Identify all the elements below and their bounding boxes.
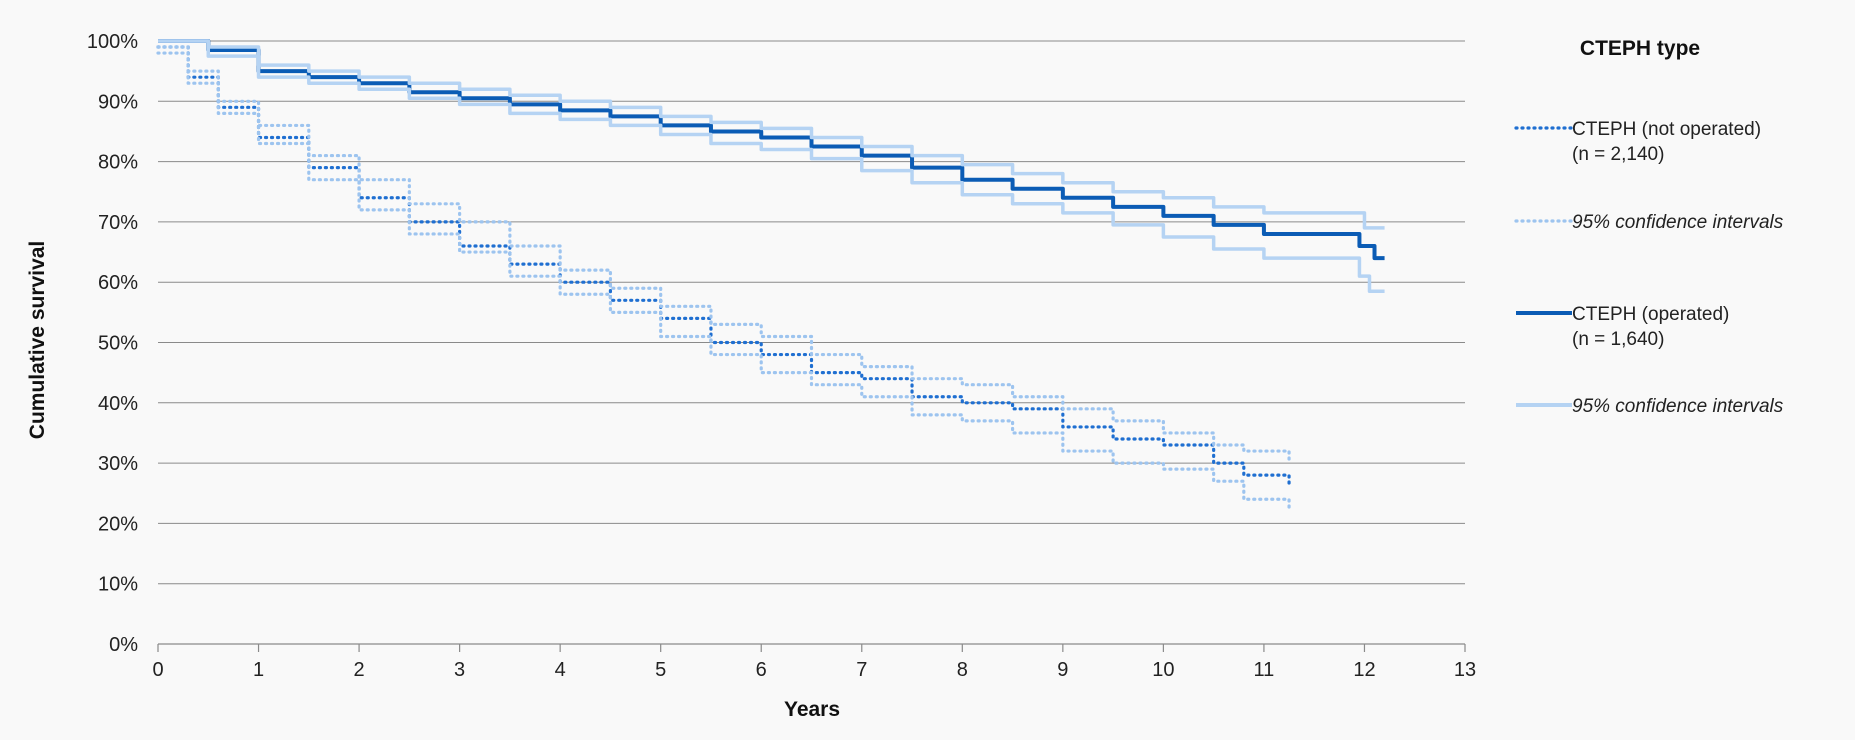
series-line-0 bbox=[156, 45, 1291, 486]
y-tick-label: 0% bbox=[109, 634, 138, 656]
legend-label-2: CTEPH (operated) bbox=[1572, 304, 1729, 325]
legend-sublabel-2: (n = 1,640) bbox=[1572, 329, 1664, 350]
x-tick-label: 5 bbox=[655, 659, 666, 681]
y-tick-label: 60% bbox=[98, 272, 138, 294]
x-tick-label: 12 bbox=[1353, 659, 1375, 681]
x-tick-label: 13 bbox=[1454, 659, 1476, 681]
x-axis bbox=[157, 643, 1466, 652]
y-tick-label: 20% bbox=[98, 513, 138, 535]
y-tick-label: 30% bbox=[98, 453, 138, 475]
series-line-5 bbox=[158, 39, 1385, 293]
y-axis-ticks: 0% 10% 20% 30% 40% 50% 60% 70% 80% 90% 100% bbox=[87, 31, 138, 656]
legend-label-0: CTEPH (not operated) bbox=[1572, 119, 1761, 140]
x-tick-label: 8 bbox=[957, 659, 968, 681]
x-tick-label: 4 bbox=[555, 659, 566, 681]
series-line-2 bbox=[156, 51, 1291, 510]
legend-title: CTEPH type bbox=[1580, 37, 1700, 60]
y-tick-label: 80% bbox=[98, 152, 138, 174]
y-tick-label: 10% bbox=[98, 574, 138, 596]
x-tick-label: 7 bbox=[856, 659, 867, 681]
x-tick-label: 3 bbox=[454, 659, 465, 681]
x-tick-label: 11 bbox=[1254, 659, 1275, 681]
legend-label-3: 95% confidence intervals bbox=[1572, 396, 1784, 417]
series-line-4 bbox=[158, 39, 1385, 230]
y-tick-label: 90% bbox=[98, 91, 138, 113]
y-tick-label: 100% bbox=[87, 31, 138, 53]
x-tick-label: 0 bbox=[152, 659, 163, 681]
y-tick-label: 40% bbox=[98, 393, 138, 415]
legend-sublabel-0: (n = 2,140) bbox=[1572, 144, 1664, 165]
x-tick-label: 10 bbox=[1152, 659, 1174, 681]
series-line-3 bbox=[158, 39, 1385, 261]
series-lines bbox=[156, 39, 1385, 510]
x-tick-label: 2 bbox=[354, 659, 365, 681]
y-axis-title: Cumulative survival bbox=[26, 241, 49, 439]
legend: CTEPH type CTEPH (not operated) (n = 2,14… bbox=[1514, 37, 1784, 417]
x-tick-label: 6 bbox=[756, 659, 767, 681]
y-tick-label: 70% bbox=[98, 212, 138, 234]
y-tick-label: 50% bbox=[98, 333, 138, 355]
legend-label-1: 95% confidence intervals bbox=[1572, 212, 1784, 233]
x-tick-label: 1 bbox=[253, 659, 264, 681]
gridlines bbox=[158, 40, 1465, 585]
x-axis-ticks: 0 1 2 3 4 5 6 7 8 9 10 11 12 13 bbox=[152, 659, 1476, 681]
x-tick-label: 9 bbox=[1057, 659, 1068, 681]
series-line-1 bbox=[156, 45, 1291, 465]
x-axis-title: Years bbox=[784, 698, 840, 721]
